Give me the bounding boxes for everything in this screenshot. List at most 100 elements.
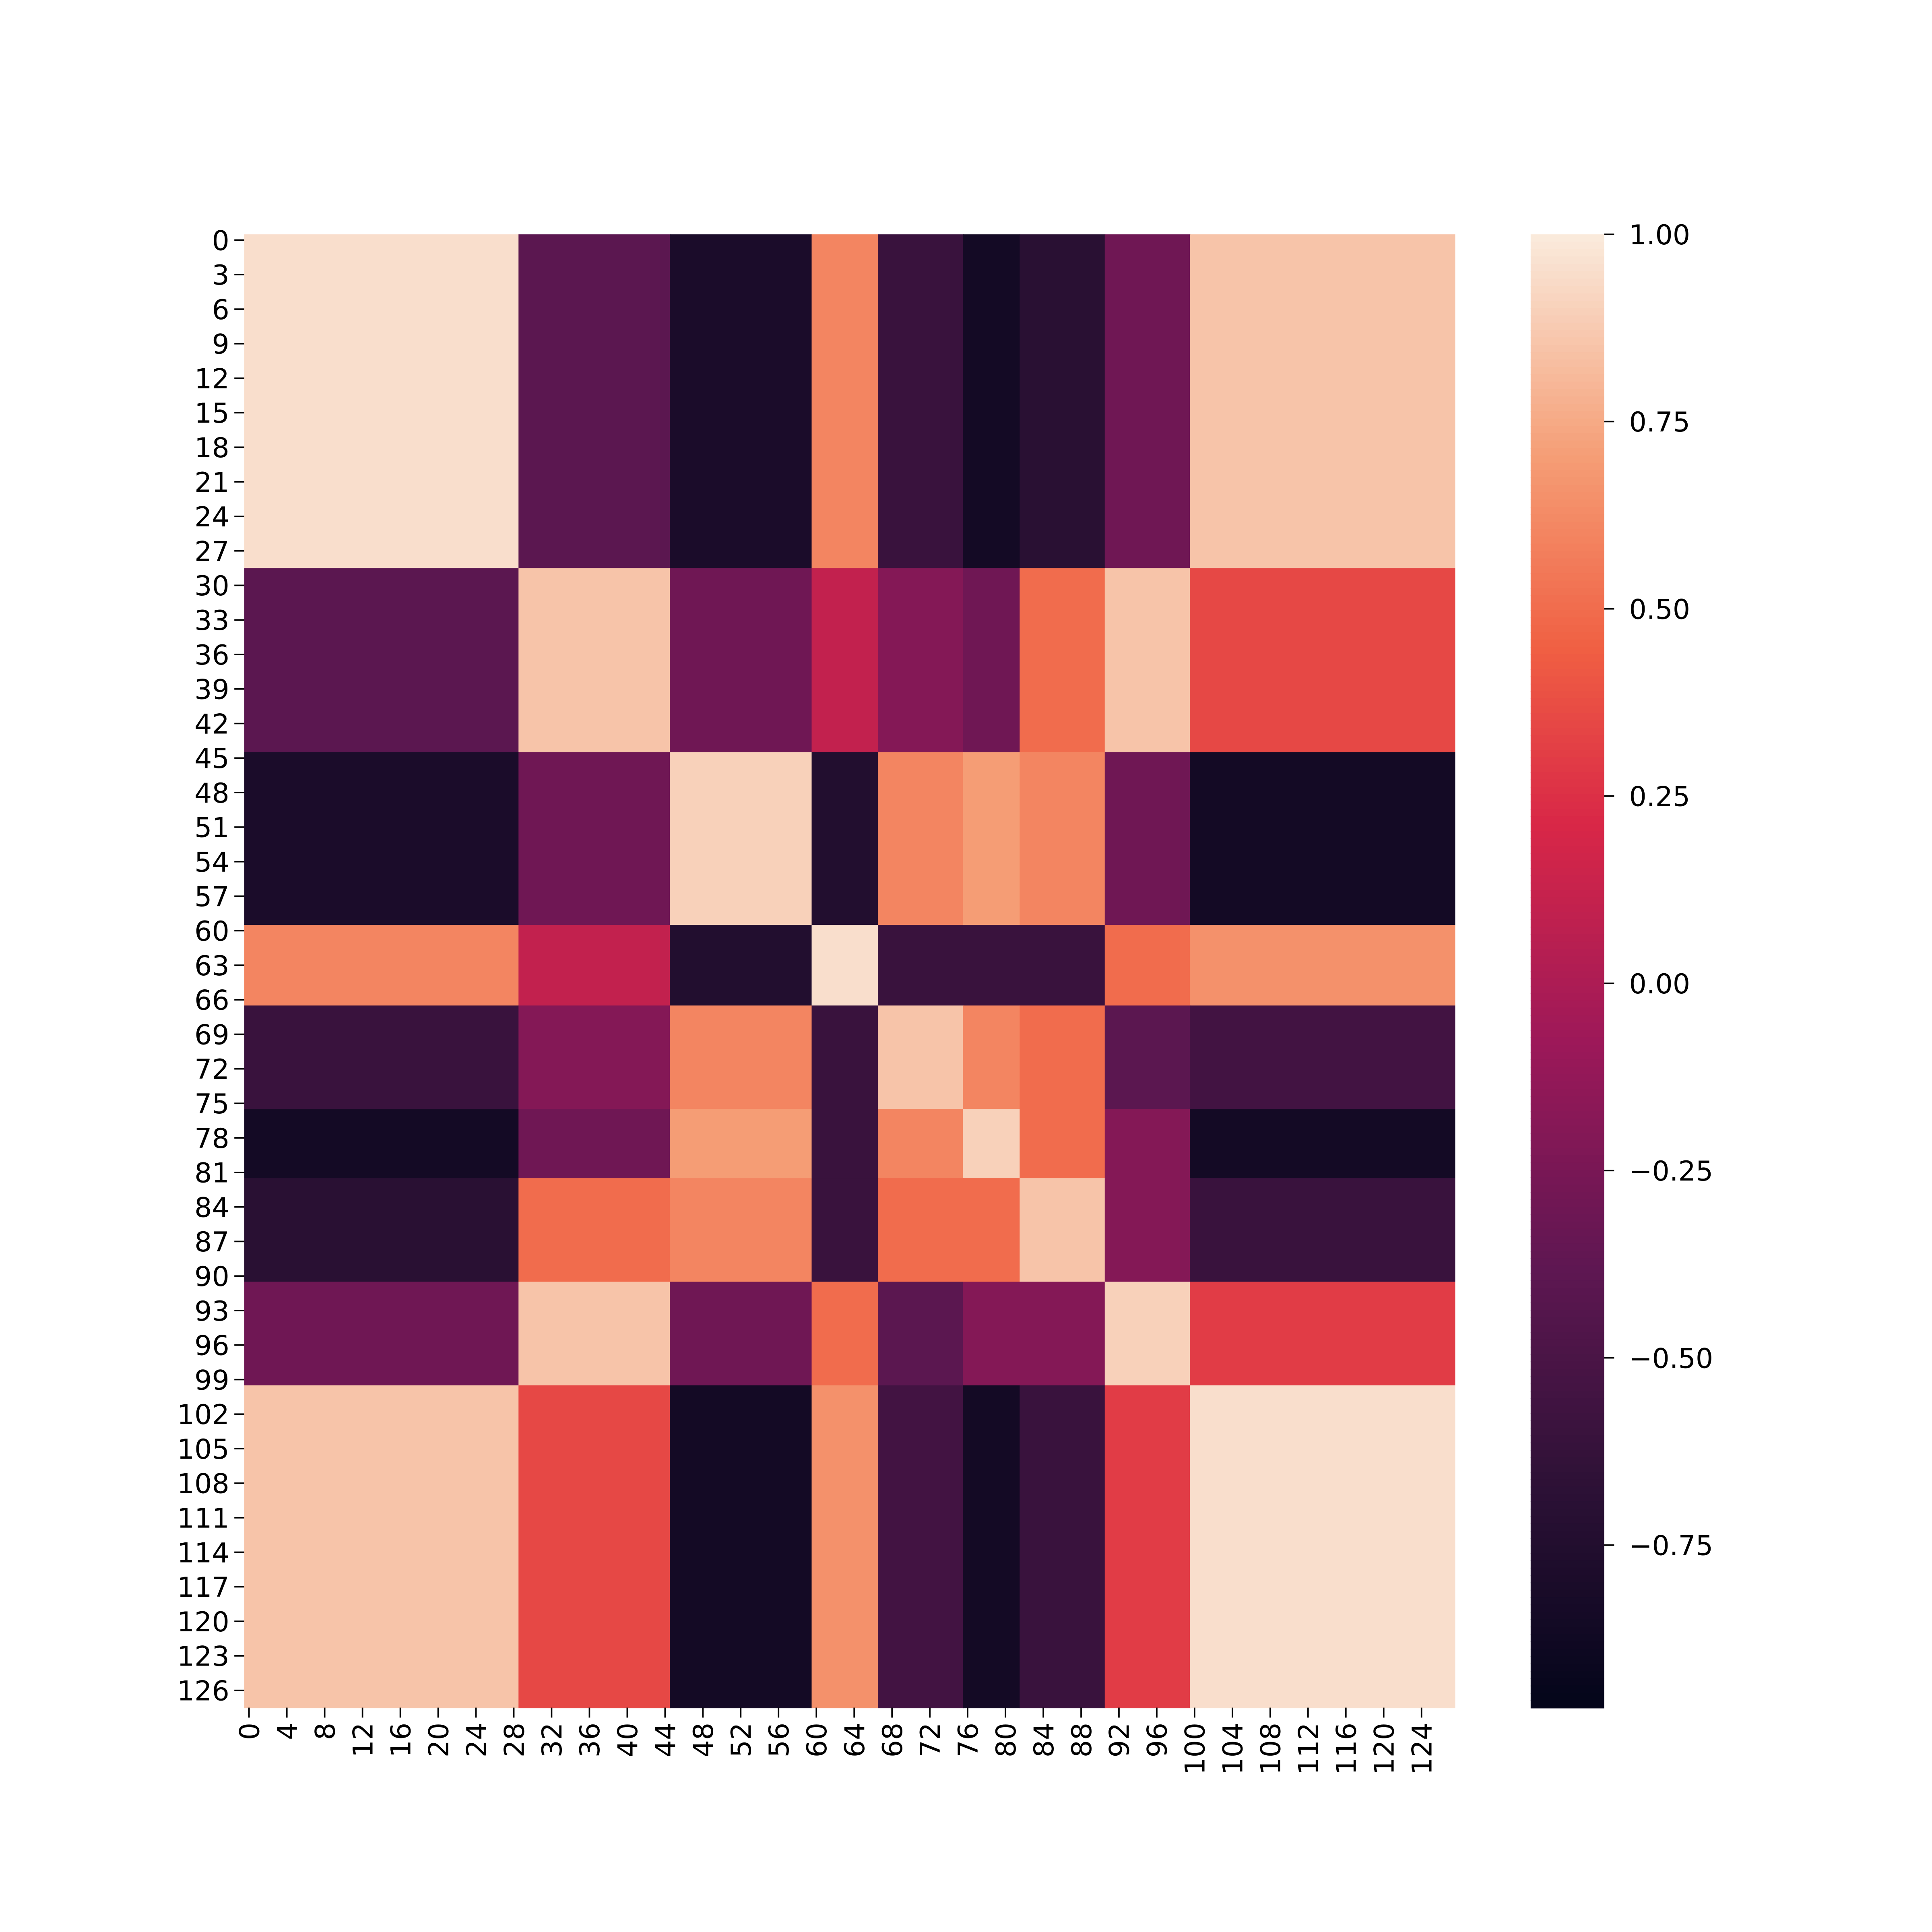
colorbar-segment (1530, 1428, 1604, 1436)
y-tick-label: 111 (177, 1503, 229, 1535)
y-tick-label: 78 (194, 1123, 229, 1155)
colorbar-tick-label: 0.00 (1629, 968, 1690, 1000)
colorbar-tick-label: −0.75 (1629, 1530, 1713, 1562)
colorbar-segment (1530, 1059, 1604, 1068)
colorbar-segment (1530, 514, 1604, 522)
cell (670, 1178, 813, 1283)
cell (811, 1385, 879, 1709)
colorbar-segment (1530, 573, 1604, 582)
y-tick-label: 75 (194, 1088, 229, 1120)
colorbar-segment (1530, 1509, 1604, 1517)
colorbar-segment (1530, 477, 1604, 486)
colorbar-segment (1530, 462, 1604, 471)
colorbar-segment (1530, 1022, 1604, 1031)
colorbar-segment (1530, 308, 1604, 316)
cell (1020, 234, 1106, 569)
x-tick-label: 40 (612, 1723, 644, 1758)
x-tick-label: 36 (574, 1723, 606, 1758)
colorbar-segment (1530, 676, 1604, 685)
colorbar-segment (1530, 661, 1604, 670)
x-tick-label: 56 (764, 1723, 795, 1758)
colorbar-segment (1530, 1295, 1604, 1303)
cell (1020, 568, 1106, 753)
colorbar-segment (1530, 1376, 1604, 1385)
x-tick-label: 44 (650, 1723, 682, 1758)
colorbar-segment (1530, 927, 1604, 935)
cell (244, 568, 519, 753)
colorbar-segment (1530, 912, 1604, 921)
colorbar-segment (1530, 949, 1604, 957)
cell (244, 752, 519, 926)
y-tick-label: 114 (177, 1537, 229, 1569)
colorbar-segment (1530, 1678, 1604, 1686)
colorbar-segment (1530, 558, 1604, 567)
colorbar-segment (1530, 978, 1604, 987)
colorbar-tick-label: 0.50 (1629, 594, 1690, 625)
colorbar-segment (1530, 1273, 1604, 1281)
colorbar-segment (1530, 1133, 1604, 1141)
cell (518, 1178, 671, 1283)
cell (963, 568, 1020, 753)
cell (1190, 925, 1455, 1006)
colorbar-segment (1530, 1125, 1604, 1134)
colorbar-segment (1530, 1361, 1604, 1370)
x-tick-label: 88 (1066, 1723, 1098, 1758)
colorbar-segment (1530, 1015, 1604, 1024)
cell (670, 1109, 813, 1179)
colorbar-segment (1530, 1685, 1604, 1694)
colorbar-segment (1530, 728, 1604, 736)
x-tick-label: 104 (1218, 1723, 1249, 1775)
colorbar-segment (1530, 1501, 1604, 1510)
colorbar-segment (1530, 588, 1604, 596)
cell (518, 925, 671, 1006)
colorbar-segment (1530, 543, 1604, 552)
colorbar-segment (1530, 713, 1604, 721)
colorbar-segment (1530, 1545, 1604, 1554)
colorbar-segment (1530, 779, 1604, 788)
y-tick-label: 81 (194, 1158, 229, 1189)
y-tick-label: 63 (194, 950, 229, 982)
colorbar-segment (1530, 1236, 1604, 1245)
y-tick-label: 30 (194, 570, 229, 602)
cell (244, 234, 519, 569)
x-tick-label: 100 (1180, 1723, 1212, 1775)
colorbar-segment (1530, 536, 1604, 545)
colorbar-segment (1530, 853, 1604, 861)
colorbar-segment (1530, 1170, 1604, 1178)
colorbar-segment (1530, 492, 1604, 500)
colorbar-segment (1530, 1007, 1604, 1016)
colorbar-segment (1530, 1472, 1604, 1480)
cell (244, 1282, 519, 1386)
cell (811, 1005, 879, 1110)
colorbar-segment (1530, 1516, 1604, 1524)
colorbar-segment (1530, 1420, 1604, 1428)
colorbar-segment (1530, 1619, 1604, 1628)
colorbar-segment (1530, 337, 1604, 346)
colorbar-segment (1530, 1656, 1604, 1664)
cell (1020, 1282, 1106, 1386)
colorbar-segment (1530, 1553, 1604, 1561)
colorbar-segment (1530, 1346, 1604, 1355)
colorbar-segment (1530, 1435, 1604, 1443)
colorbar-segment (1530, 934, 1604, 943)
colorbar-segment (1530, 816, 1604, 825)
x-tick-label: 52 (726, 1723, 758, 1758)
y-tick-label: 69 (194, 1019, 229, 1051)
colorbar-segment (1530, 993, 1604, 1001)
colorbar-segment (1530, 735, 1604, 743)
colorbar-segment (1530, 507, 1604, 515)
colorbar-segment (1530, 809, 1604, 817)
colorbar-segment (1530, 286, 1604, 294)
colorbar-segment (1530, 985, 1604, 994)
colorbar-segment (1530, 868, 1604, 876)
colorbar-tick-label: −0.25 (1629, 1156, 1713, 1187)
y-tick-label: 102 (177, 1399, 229, 1431)
cell (518, 1385, 671, 1709)
colorbar-segment (1530, 1177, 1604, 1186)
colorbar-segment (1530, 639, 1604, 648)
colorbar-segment (1530, 455, 1604, 464)
colorbar-segment (1530, 470, 1604, 479)
cell (1190, 568, 1455, 753)
colorbar-segment (1530, 1354, 1604, 1362)
colorbar-segment (1530, 743, 1604, 751)
